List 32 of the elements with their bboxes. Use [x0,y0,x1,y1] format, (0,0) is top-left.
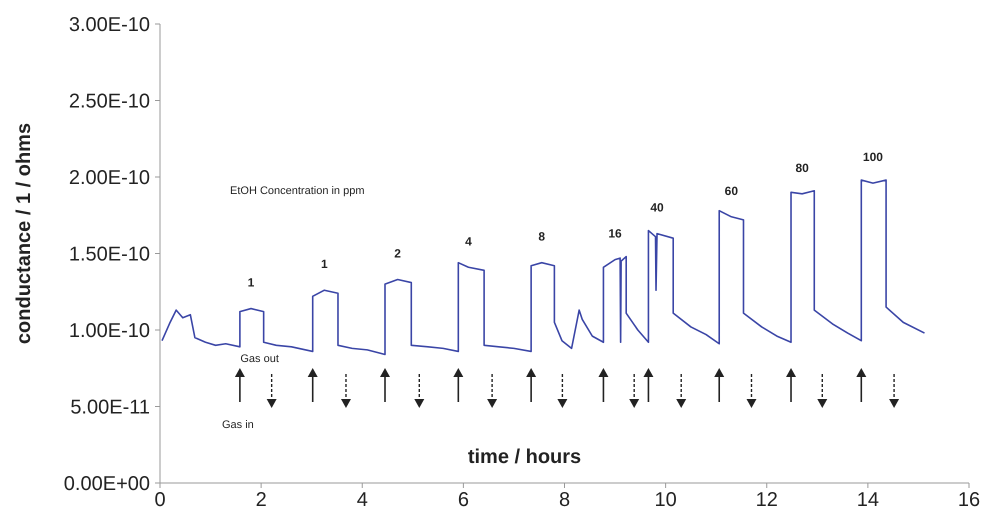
annotation: 16 [608,226,622,241]
annotation: EtOH Concentration in ppm [230,184,365,197]
y-tick-label: 2.50E-10 [68,90,150,112]
x-tick-label: 2 [256,489,267,511]
x-tick-label: 12 [756,489,778,511]
annotation: 4 [465,234,472,248]
x-tick-label: 4 [356,489,368,511]
y-tick-label: 1.50E-10 [68,244,150,266]
annotation: 1 [248,276,255,290]
y-tick-label: 2.00E-10 [68,167,150,189]
annotation: 60 [724,184,738,198]
annotation: 1 [320,257,328,272]
y-tick-label: 3.00E-10 [68,14,150,36]
annotation: Gas out [240,353,279,365]
y-tick-label: 1.00E-10 [68,320,150,342]
line-series [161,179,926,356]
annotation: Gas in [222,419,254,431]
annotation: 8 [538,230,546,244]
annotation: 100 [862,150,884,164]
x-tick-label: 10 [654,489,677,511]
x-tick-label: 8 [558,489,570,511]
x-tick-label: 14 [856,489,879,511]
x-tick-label: 6 [458,489,469,511]
annotation: 40 [650,200,664,215]
x-axis-title: time / hours [468,446,582,468]
y-axis-title: conductance / 1 / ohms [13,122,35,344]
x-tick-label: 0 [154,489,166,511]
y-tick-label: 0.00E+00 [64,473,150,495]
annotation: 2 [394,246,402,261]
x-tick-label: 16 [958,489,980,511]
annotation: 80 [795,160,810,175]
y-tick-label: 5.00E-11 [70,396,150,418]
